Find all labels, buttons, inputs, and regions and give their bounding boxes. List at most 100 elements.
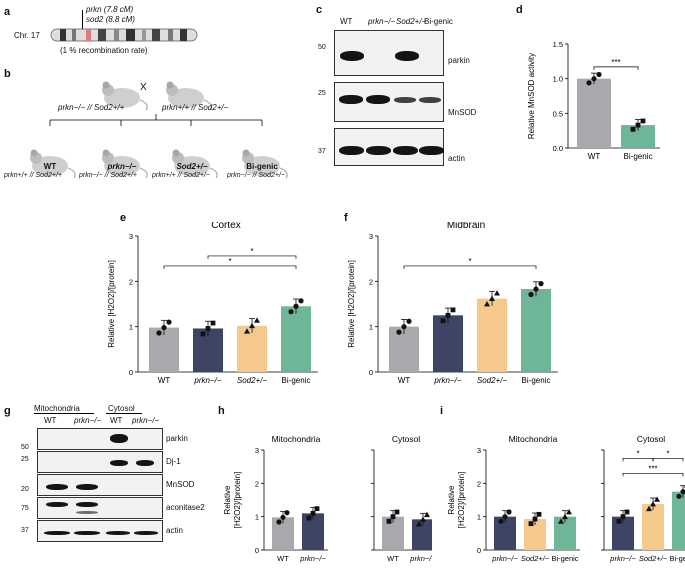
data-point [161, 324, 167, 331]
mouse-icon [30, 149, 76, 179]
blot-mnsod [334, 82, 444, 122]
panel-letter-i: i [440, 405, 444, 417]
panel-letter-b: b [4, 68, 11, 80]
y-tick-label: 0 [255, 546, 259, 555]
data-point [640, 118, 646, 124]
y-axis-label: [H2O2]/[protein] [457, 472, 466, 528]
x-tick-label: Bi-genic [522, 376, 551, 385]
data-point [586, 80, 592, 86]
data-point [288, 309, 294, 315]
x-tick-label: WT [277, 554, 289, 563]
data-point [591, 76, 597, 82]
lane-label: Sod2+/− [396, 17, 427, 26]
mw-marker: 20 [21, 486, 29, 493]
y-axis-label: Relative MnSOD activity [527, 53, 536, 139]
blot-parkin [334, 30, 444, 76]
bar [494, 516, 516, 550]
mouse-tail [67, 167, 76, 179]
blot-label: parkin [448, 56, 470, 65]
x-tick-label: prkn−/− [609, 554, 636, 563]
chromosome-ideogram [50, 28, 198, 42]
parent1-genotype: prkn−/− // Sod2+/+ [58, 103, 125, 112]
y-tick-label: 2 [129, 277, 133, 286]
blot-label: actin [166, 526, 183, 535]
y-axis-label: Relative [H2O2]/[protein] [107, 260, 116, 348]
data-point [420, 516, 426, 522]
data-point [538, 281, 544, 287]
bar [521, 289, 551, 372]
blot-actin [334, 128, 444, 166]
offspring-genotype: prkn+/+ // Sod2+/− [152, 172, 210, 179]
data-point [244, 328, 250, 334]
lane-label: WT [44, 416, 57, 425]
panel-letter-f: f [344, 212, 348, 224]
data-point [390, 514, 396, 520]
bar [281, 306, 311, 372]
lane-label: WT [340, 17, 353, 26]
bar [554, 516, 576, 550]
x-tick-label: Sod2+/− [521, 554, 550, 563]
significance-bracket [403, 265, 537, 269]
blot-mnsod [37, 474, 163, 496]
chart-h: Relative [H2O2]/[protein] 0 1 2 3 Mitochondria… [223, 434, 432, 563]
data-point [298, 298, 304, 304]
y-tick-label: 3 [129, 232, 133, 241]
blot-label: aconitase2 [166, 503, 205, 512]
mouse-tail [279, 167, 288, 179]
mouse-tail [139, 99, 148, 111]
data-point [386, 518, 392, 524]
y-tick-label: 0.0 [553, 144, 563, 153]
bar [524, 519, 546, 550]
mouse-tail [209, 167, 218, 179]
mw-marker: 75 [21, 505, 29, 512]
cross-symbol: X [140, 82, 147, 93]
data-point [280, 514, 286, 520]
mouse-tail [203, 99, 212, 111]
mw-marker: 37 [21, 527, 29, 534]
significance-bracket [207, 255, 297, 259]
bar [272, 517, 294, 550]
recombination-rate-note: (1 % recombination rate) [60, 46, 148, 55]
data-point [424, 511, 430, 518]
data-point [646, 505, 652, 512]
y-tick-label: 0 [477, 546, 481, 555]
offspring-genotype: prkn+/+ // Sod2+/+ [4, 172, 62, 179]
significance-label: * [636, 449, 639, 458]
offspring-genotype: prkn−/− // Sod2+/− [227, 172, 285, 179]
data-point [562, 513, 568, 520]
offspring-name: Bi-genic [246, 162, 278, 171]
data-point [484, 301, 490, 307]
mouse-ear [166, 81, 174, 89]
data-point [650, 501, 656, 507]
data-point [536, 511, 542, 517]
y-tick-label: 2 [255, 479, 259, 488]
chart-title: Cortex [211, 222, 240, 231]
data-point [156, 330, 162, 336]
data-point [450, 307, 456, 313]
significance-bracket [652, 457, 684, 462]
x-tick-label: prkn−/− [433, 376, 461, 385]
data-point [624, 509, 630, 515]
data-point [532, 516, 538, 522]
offspring-name: Sod2+/− [176, 162, 208, 171]
bar [382, 516, 404, 550]
mouse-icon [172, 149, 218, 179]
data-point [396, 329, 402, 335]
blot-label: MnSOD [448, 108, 477, 117]
bar [642, 504, 664, 550]
offspring-name: WT [43, 162, 57, 171]
x-tick-label: Bi-genic [551, 554, 578, 563]
y-axis-label: Relative [223, 485, 232, 514]
data-point [445, 312, 451, 318]
group-title: Mitochondria [272, 434, 321, 444]
y-tick-label: 0 [129, 368, 133, 377]
fraction-underline [106, 413, 142, 414]
blot-parkin [37, 428, 163, 450]
mouse-icon [102, 81, 148, 111]
data-point [533, 286, 539, 292]
x-tick-label: prkn−/− [409, 554, 432, 563]
y-axis-label: Relative [H2O2]/[protein] [347, 260, 356, 348]
bar [433, 315, 463, 372]
blot-dj1 [37, 451, 163, 473]
chart-title: Midbrain [447, 222, 485, 231]
